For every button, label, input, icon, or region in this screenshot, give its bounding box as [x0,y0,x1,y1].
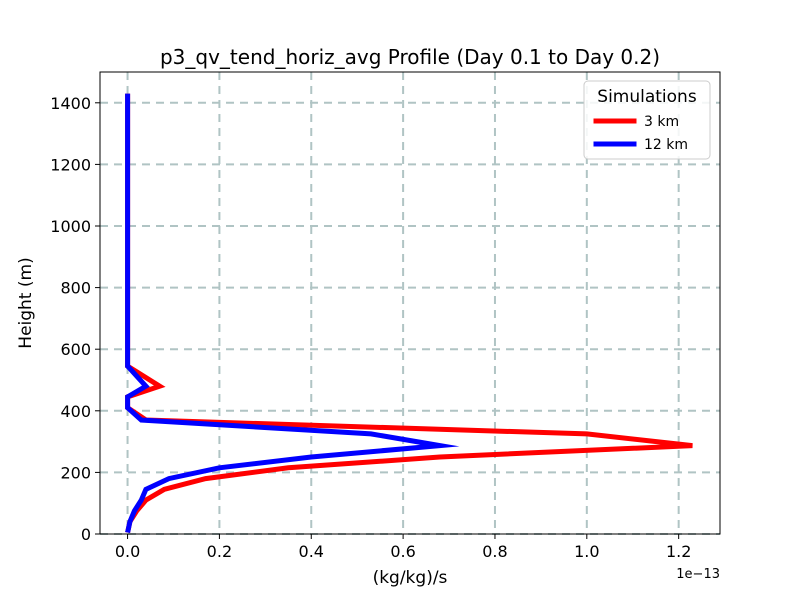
legend: Simulations 3 km 12 km [583,80,711,160]
y-tick-label: 400 [60,402,91,421]
y-tick-label: 800 [60,279,91,298]
y-tick-label: 1000 [50,217,91,236]
chart-title: p3_qv_tend_horiz_avg Profile (Day 0.1 to… [160,45,660,69]
legend-label-3km: 3 km [644,114,679,130]
y-tick-label: 1400 [50,94,91,113]
y-axis-ticks: 0 200 400 600 800 1000 1200 1400 [50,94,100,544]
x-tick-label: 0.6 [390,542,415,561]
x-tick-label: 0.2 [207,542,232,561]
y-tick-label: 600 [60,340,91,359]
x-axis-offset-text: 1e−13 [676,567,720,582]
legend-label-12km: 12 km [644,137,688,153]
y-axis-label: Height (m) [16,257,36,348]
plot-series [125,93,693,534]
x-axis-ticks: 0.0 0.2 0.4 0.6 0.8 1.0 1.2 [115,534,691,561]
y-tick-label: 200 [60,463,91,482]
legend-frame [583,80,711,160]
x-tick-label: 1.0 [574,542,599,561]
x-tick-label: 0.0 [115,542,140,561]
y-tick-label: 1200 [50,155,91,174]
legend-title: Simulations [597,87,697,107]
x-axis-label: (kg/kg)/s [373,568,448,588]
series-line-12km [125,93,460,534]
y-tick-label: 0 [81,525,91,544]
x-tick-label: 0.8 [482,542,507,561]
x-tick-label: 0.4 [299,542,324,561]
x-tick-label: 1.2 [666,542,691,561]
plot-area-frame [99,71,721,535]
